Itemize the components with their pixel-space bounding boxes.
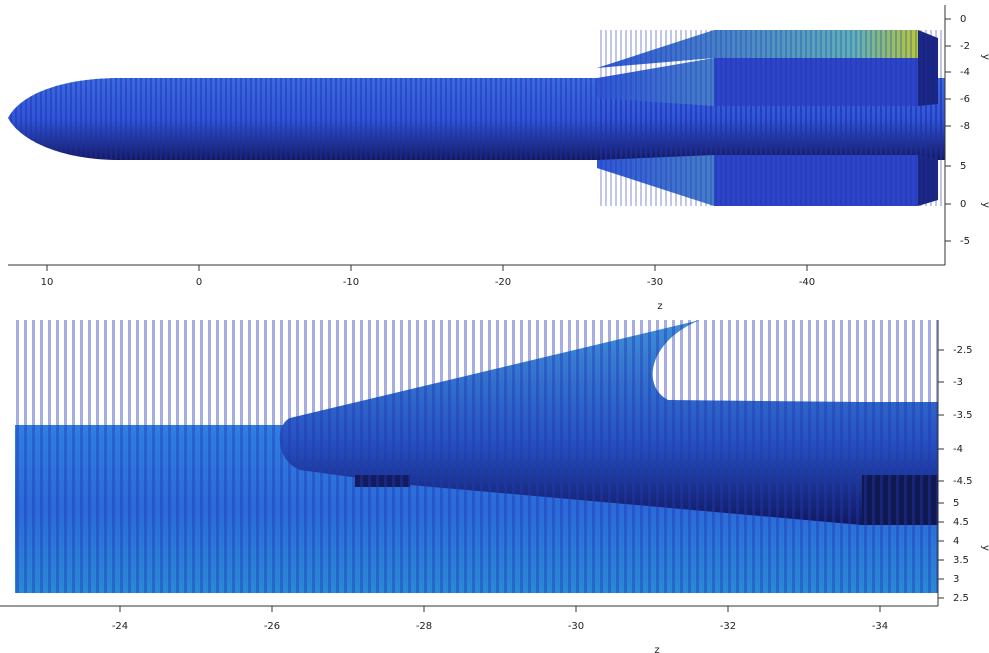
top-render xyxy=(8,5,946,266)
x-axis-label: z xyxy=(654,645,659,653)
y-tick-label: -8 xyxy=(960,121,970,132)
x-tick-label: -32 xyxy=(720,621,736,632)
x-tick-label: -30 xyxy=(568,621,584,632)
y-tick-label: -5 xyxy=(960,236,970,247)
y-tick-label: 4 xyxy=(953,536,959,547)
x-tick-label: -34 xyxy=(872,621,888,632)
y-axis-label: y xyxy=(980,202,989,208)
y-tick-label: 3 xyxy=(953,574,959,585)
x-tick-label: 10 xyxy=(41,277,54,288)
x-tick-label: -24 xyxy=(112,621,128,632)
y-tick-label: 5 xyxy=(960,161,966,172)
y-axis-label: y xyxy=(980,54,989,60)
y-tick-label: -2.5 xyxy=(953,345,973,356)
y-tick-label: 0 xyxy=(960,14,966,25)
bottom-render xyxy=(0,320,939,607)
x-tick-label: -20 xyxy=(495,277,511,288)
y-tick-label: 3.5 xyxy=(953,555,969,566)
y-tick-label: -2 xyxy=(960,41,970,52)
y-tick-label: 5 xyxy=(953,498,959,509)
x-tick-label: 0 xyxy=(196,277,202,288)
y-tick-label: -3 xyxy=(953,377,963,388)
x-tick-label: -26 xyxy=(264,621,280,632)
x-tick-label: -10 xyxy=(343,277,359,288)
y-tick-label: 2.5 xyxy=(953,593,969,604)
y-tick-label: -4 xyxy=(953,444,963,455)
y-tick-label: -4 xyxy=(960,67,970,78)
x-tick-label: -30 xyxy=(647,277,663,288)
y-tick-label: -3.5 xyxy=(953,410,973,421)
y-axis-label: y xyxy=(980,545,989,551)
y-tick-label: -4.5 xyxy=(953,476,973,487)
y-tick-label: -6 xyxy=(960,94,970,105)
y-tick-label: 4.5 xyxy=(953,517,969,528)
y-tick-label: 0 xyxy=(960,199,966,210)
x-tick-label: -28 xyxy=(416,621,432,632)
x-tick-label: -40 xyxy=(799,277,815,288)
x-axis-label: z xyxy=(657,301,662,312)
